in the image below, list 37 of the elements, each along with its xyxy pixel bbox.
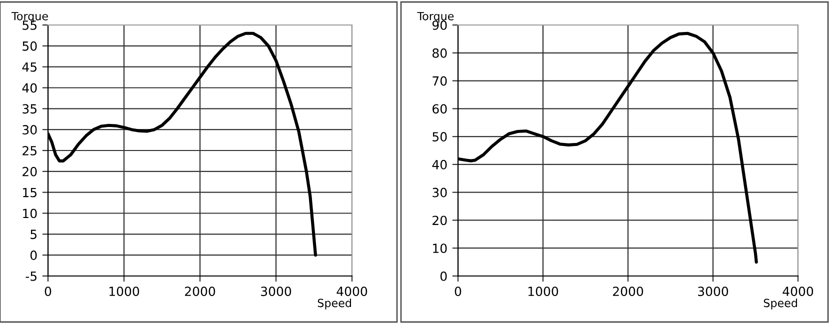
y-tick-label: 20 — [432, 216, 447, 226]
y-tick-label: 10 — [23, 208, 37, 218]
y-tick-label: 70 — [432, 76, 447, 86]
y-tick-label: 20 — [22, 166, 37, 176]
y-tick-label: 30 — [432, 188, 447, 198]
y-tick-label: 25 — [22, 146, 36, 156]
x-tick-label: 4000 — [782, 286, 814, 296]
x-tick-label: 1000 — [109, 286, 140, 296]
x-tick-label: 4000 — [336, 286, 368, 296]
y-tick-label: 90 — [432, 20, 447, 30]
y-tick-label: 35 — [22, 104, 36, 114]
y-tick-label: 0 — [30, 250, 37, 260]
y-tick-label: 80 — [432, 48, 447, 58]
x-tick-label: 3000 — [698, 286, 728, 296]
y-axis-title: Torque — [417, 12, 454, 22]
y-tick-label: 50 — [22, 41, 37, 51]
y-tick-label: 40 — [22, 83, 37, 93]
y-tick-label: -5 — [26, 272, 36, 281]
y-tick-label: 15 — [23, 188, 36, 198]
y-tick-label: 30 — [22, 125, 37, 135]
y-tick-label: 5 — [30, 230, 36, 240]
x-tick-label: 3000 — [261, 286, 292, 296]
x-tick-label: 0 — [454, 286, 462, 296]
x-axis-title: Speed — [764, 298, 797, 310]
x-tick-label: 0 — [44, 286, 52, 296]
y-tick-label: 45 — [22, 62, 36, 72]
y-tick-label: 10 — [433, 244, 447, 254]
y-tick-label: 55 — [22, 20, 36, 30]
x-tick-label: 1000 — [528, 286, 558, 296]
y-tick-label: 0 — [440, 271, 447, 281]
y-tick-label: 60 — [432, 104, 447, 114]
x-tick-label: 2000 — [185, 286, 216, 296]
y-tick-label: 50 — [432, 132, 447, 142]
x-axis-title: Speed — [318, 298, 351, 310]
y-axis-title: Torque — [11, 12, 48, 22]
y-tick-label: 40 — [432, 160, 447, 170]
x-tick-label: 2000 — [613, 286, 644, 296]
